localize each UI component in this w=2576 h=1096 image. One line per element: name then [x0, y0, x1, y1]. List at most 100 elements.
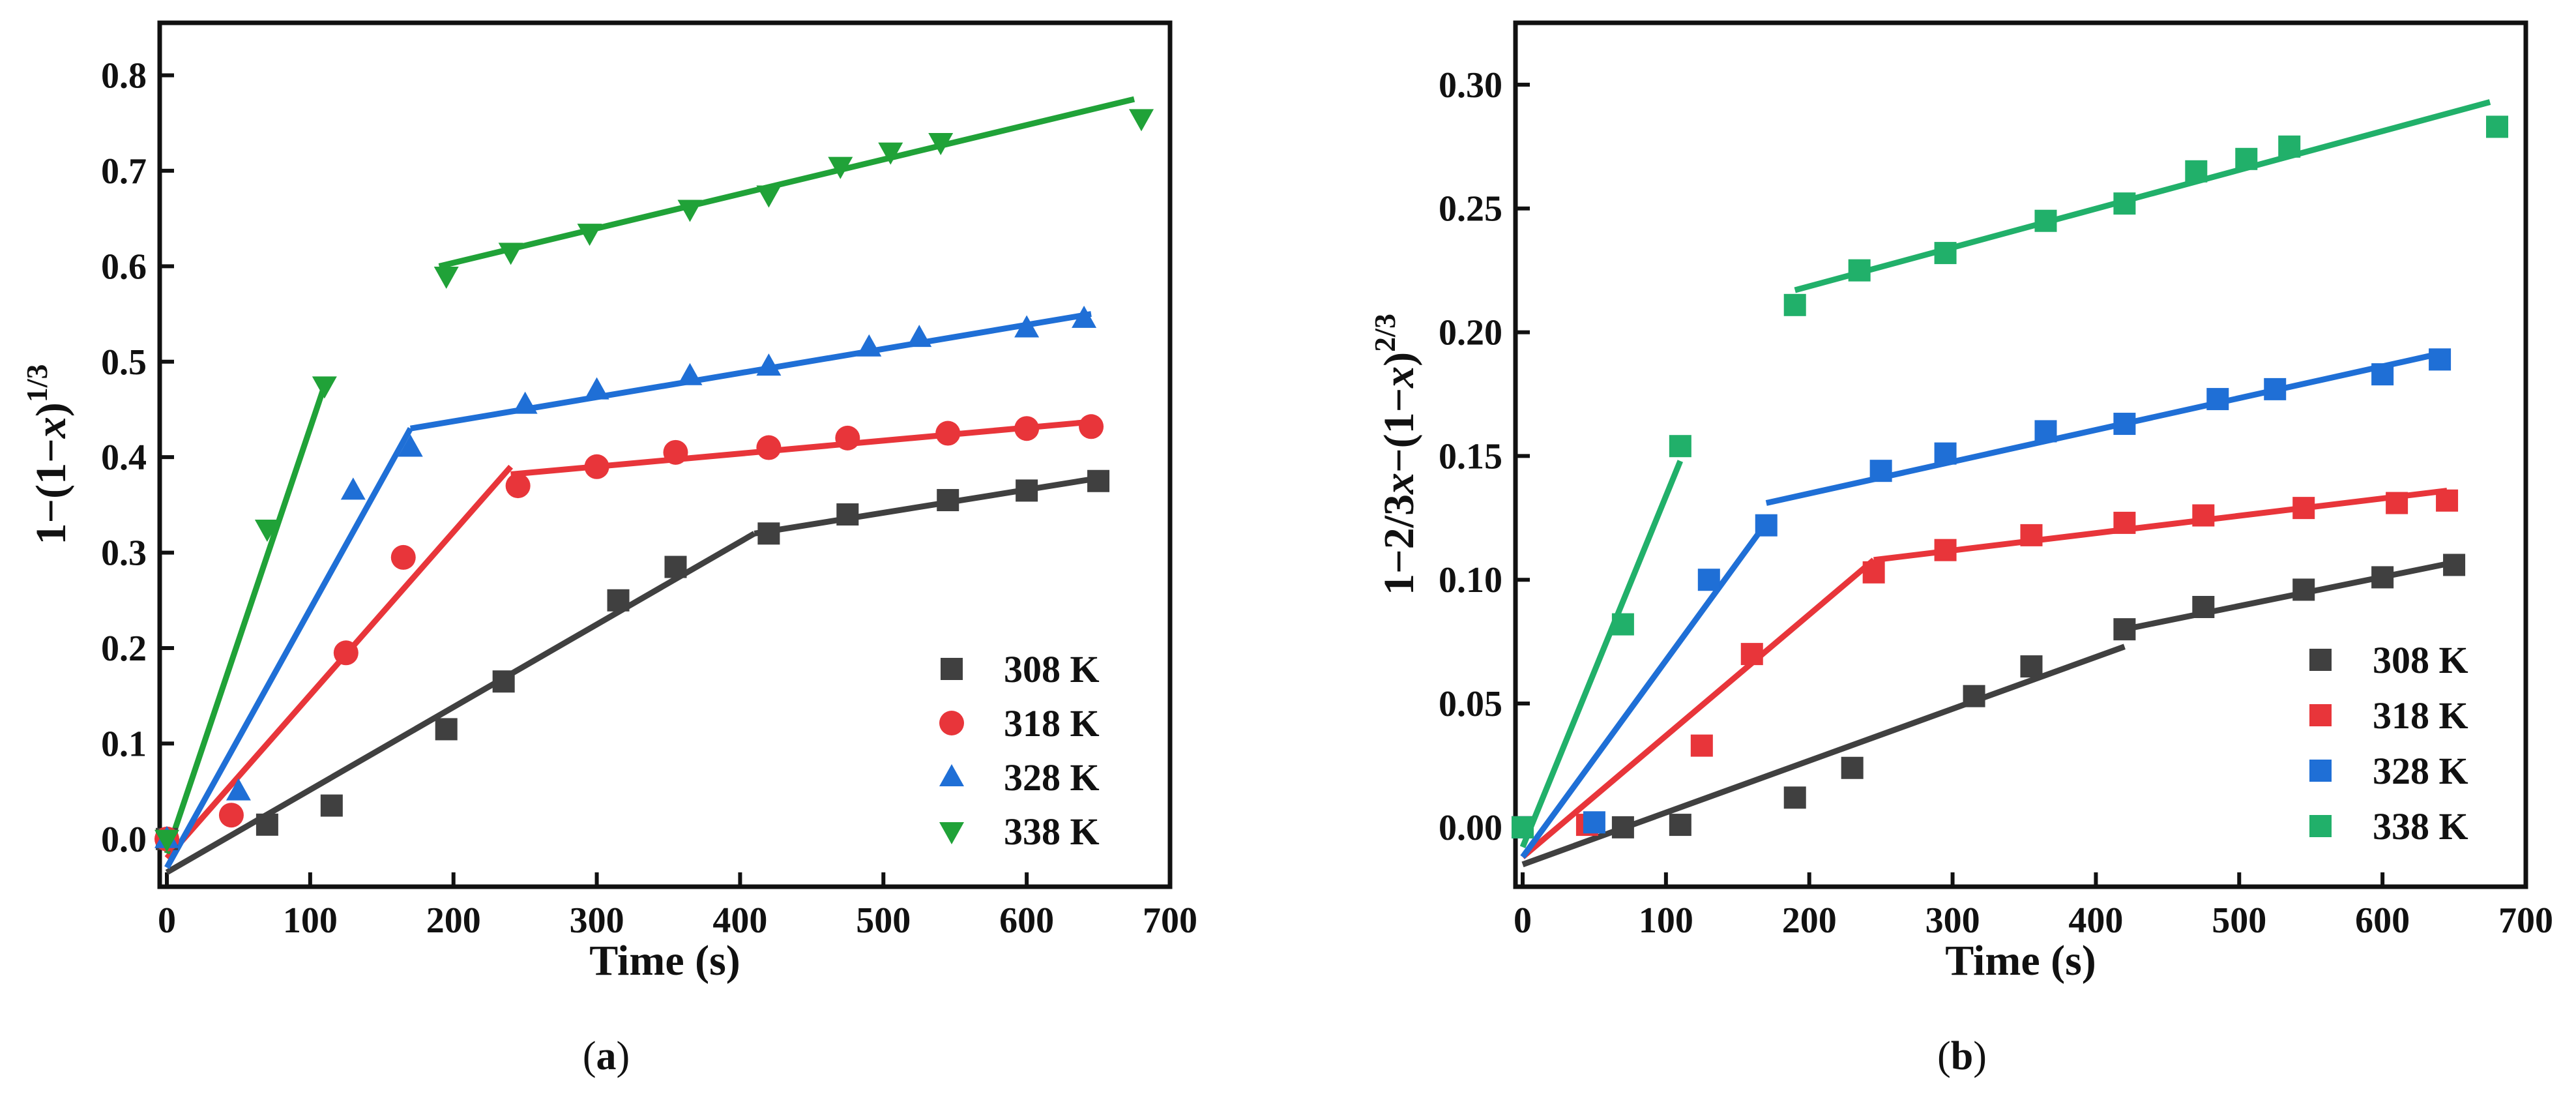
data-point	[390, 544, 416, 570]
x-tick-label: 0	[1514, 900, 1532, 941]
data-point	[1963, 685, 1985, 707]
data-point	[333, 640, 359, 666]
y-ticks: 0.00 0.05 0.10 0.15 0.20 0.25 0.30	[1439, 65, 1530, 848]
data-point	[2371, 566, 2394, 589]
markers	[1511, 115, 2509, 838]
y-tick-label: 0.0	[101, 820, 147, 860]
data-point	[677, 363, 703, 385]
data-point	[312, 376, 337, 399]
data-point	[2429, 348, 2452, 371]
data-point	[757, 522, 780, 545]
data-point	[1934, 442, 1957, 465]
legend-label: 338 K	[2373, 805, 2468, 848]
data-point	[584, 454, 609, 479]
fit-lines	[1519, 99, 2491, 868]
data-point	[226, 778, 251, 801]
legend-marker	[939, 822, 964, 844]
fit-line	[1765, 349, 2448, 506]
x-ticks: 0 100 200 300 400 500 600 700	[1514, 872, 2553, 941]
data-point	[937, 489, 959, 512]
data-point	[1783, 786, 1806, 809]
data-point	[2185, 160, 2208, 183]
x-tick-label: 600	[999, 900, 1054, 941]
data-point	[2436, 489, 2459, 512]
legend-marker	[939, 711, 964, 735]
x-tick-label: 300	[570, 900, 624, 941]
panel-caption: (b)	[1937, 1034, 1987, 1078]
data-point	[1129, 109, 1154, 132]
fit-line	[1520, 521, 1769, 859]
y-tick-label: 0.6	[101, 246, 147, 287]
x-tick-label: 400	[712, 900, 767, 941]
data-point	[1611, 816, 1634, 838]
data-point	[756, 435, 782, 460]
data-point	[2486, 115, 2509, 138]
y-ticks: 0.0 0.1 0.2 0.3 0.4 0.5 0.6 0.7 0.8	[101, 56, 174, 860]
y-tick-label: 0.10	[1439, 560, 1502, 600]
y-tick-label: 0.3	[101, 533, 147, 574]
data-point	[1669, 814, 1691, 837]
y-tick-label: 0.8	[101, 56, 147, 96]
legend-marker	[2309, 760, 2332, 782]
x-axis-label: Time (s)	[589, 937, 740, 985]
data-point	[433, 266, 459, 289]
data-point	[836, 503, 859, 526]
data-point	[1934, 242, 1957, 265]
fit-line	[754, 475, 1099, 537]
data-point	[756, 185, 782, 208]
data-point	[505, 473, 531, 499]
y-tick-label: 0.1	[101, 724, 147, 764]
legend-label: 308 K	[1004, 648, 1100, 690]
data-point	[856, 334, 882, 357]
data-point	[2192, 595, 2215, 618]
fit-line	[410, 311, 1092, 432]
data-point	[2292, 497, 2315, 520]
data-point	[2113, 618, 2136, 641]
data-point	[218, 803, 244, 828]
x-tick-label: 600	[2355, 900, 2410, 941]
y-axis-label: 1−(1−x)1/3	[20, 364, 75, 545]
data-point	[607, 589, 630, 612]
panel-a: 0 100 200 300 400 500 600 700 0.00.10.20.30.40.…	[20, 20, 1197, 1078]
x-ticks: 0 100 200 300 400 500 600 700	[158, 872, 1197, 941]
data-point	[1072, 305, 1097, 328]
x-tick-label: 400	[2068, 900, 2123, 941]
data-point	[828, 156, 853, 179]
data-point	[664, 555, 687, 578]
data-point	[835, 425, 860, 451]
x-tick-label: 100	[283, 900, 338, 941]
legend: 308 K 318 K 328 K 338 K	[939, 648, 1100, 853]
y-tick-label: 0.4	[101, 437, 147, 478]
fit-line	[1794, 99, 2491, 293]
legend-marker	[939, 764, 964, 786]
data-point	[935, 421, 961, 446]
data-point	[577, 224, 602, 246]
legend-label: 328 K	[2373, 750, 2468, 792]
y-axis-label: 1−2/3x−(1−x)2/3	[1368, 314, 1423, 595]
data-point	[1014, 416, 1040, 441]
data-point	[254, 519, 280, 542]
x-tick-label: 200	[426, 900, 481, 941]
data-point	[1740, 643, 1763, 666]
data-point	[1014, 315, 1040, 338]
plot-frame	[157, 20, 1173, 889]
data-point	[1783, 293, 1806, 316]
x-tick-label: 700	[2498, 900, 2553, 941]
y-tick-label: 0.00	[1439, 808, 1502, 848]
data-point	[2264, 378, 2287, 400]
data-point	[492, 670, 515, 693]
data-point	[1079, 414, 1104, 439]
data-point	[1583, 811, 1605, 834]
x-tick-label: 500	[2212, 900, 2266, 941]
data-point	[1755, 514, 1778, 537]
data-point	[1690, 734, 1713, 757]
fit-line	[1521, 557, 1876, 859]
data-point	[878, 142, 903, 165]
fit-line	[1519, 460, 1684, 848]
legend-label: 318 K	[2373, 694, 2468, 737]
data-point	[2113, 413, 2136, 436]
y-tick-label: 0.5	[101, 342, 147, 383]
y-tick-label: 0.25	[1439, 189, 1502, 230]
data-point	[1697, 569, 1720, 591]
